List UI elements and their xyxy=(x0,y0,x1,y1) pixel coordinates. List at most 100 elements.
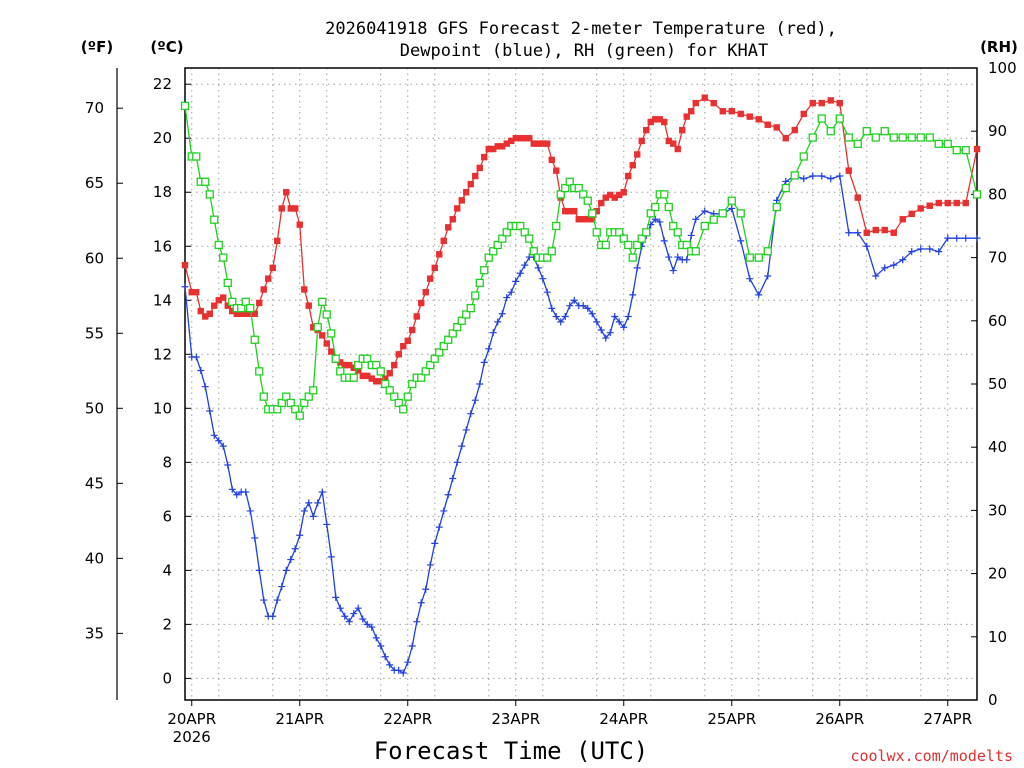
rh-point xyxy=(853,139,862,148)
dewpoint-point xyxy=(215,437,223,445)
temperature-point xyxy=(188,288,195,296)
celsius-unit-label: (ºC) xyxy=(150,38,183,56)
rh-point xyxy=(489,247,498,256)
dewpoint-point xyxy=(471,396,479,404)
rh-point xyxy=(601,240,610,250)
rh-point xyxy=(180,101,190,111)
temperature-point xyxy=(382,375,389,382)
temperature-point xyxy=(395,351,402,358)
dewpoint-point xyxy=(737,237,745,245)
rh-point xyxy=(651,202,660,212)
temperature-point xyxy=(341,361,348,369)
rh-point xyxy=(772,202,781,212)
dewpoint-point xyxy=(827,175,835,183)
temperature-point xyxy=(449,216,456,223)
temperature-point xyxy=(625,172,632,180)
rh-point xyxy=(255,367,264,376)
rh-line xyxy=(184,105,978,417)
dewpoint-point xyxy=(579,302,587,310)
dewpoint-point xyxy=(944,234,952,242)
rh-point xyxy=(529,247,538,256)
rh-point xyxy=(277,398,286,408)
temperature-point xyxy=(656,116,663,123)
temperature-point xyxy=(499,143,506,150)
temperature-point xyxy=(908,210,915,218)
temperature-point xyxy=(373,378,380,385)
rh-point xyxy=(363,354,372,363)
rh-point xyxy=(669,221,678,231)
temperature-point xyxy=(544,140,551,147)
rh-unit-label: (RH) xyxy=(980,38,1018,56)
rh-point xyxy=(457,316,466,325)
credit-link[interactable]: coolwx.com/modelts xyxy=(850,747,1013,765)
rh-point xyxy=(480,266,489,275)
dewpoint-point xyxy=(926,245,934,253)
temperature-point xyxy=(350,364,357,371)
chart-title-line-2: Dewpoint (blue), RH (green) for KHAT xyxy=(400,41,768,61)
temperature-point xyxy=(404,337,411,344)
dewpoint-point xyxy=(507,288,515,296)
rh-point xyxy=(318,297,327,306)
temperature-point xyxy=(197,307,204,315)
temperature-point xyxy=(431,264,438,272)
dewpoint-point xyxy=(512,277,520,285)
rh-point xyxy=(615,228,624,237)
temperature-point xyxy=(548,156,555,164)
temperature-point xyxy=(953,199,960,207)
dewpoint-point xyxy=(773,196,781,204)
dewpoint-point xyxy=(318,488,326,496)
temperature-point xyxy=(575,216,582,223)
temperature-point xyxy=(944,199,951,207)
fahrenheit-tick-label: 35 xyxy=(85,624,104,642)
dewpoint-point xyxy=(458,442,466,450)
temperature-point xyxy=(368,375,375,382)
temperature-point xyxy=(472,172,479,180)
plot-area-frame xyxy=(184,67,978,701)
dewpoint-point xyxy=(588,310,596,318)
temperature-point xyxy=(485,145,492,153)
rh-point xyxy=(390,392,399,401)
rh-tick-label: 80 xyxy=(988,185,1007,203)
temperature-point xyxy=(391,361,398,369)
dewpoint-point xyxy=(566,302,574,310)
data-series xyxy=(180,94,982,677)
temperature-point xyxy=(292,205,299,212)
temperature-point xyxy=(647,118,654,126)
rh-point xyxy=(376,367,385,376)
rh-point xyxy=(574,183,583,193)
dewpoint-point xyxy=(363,620,371,628)
temperature-point xyxy=(359,372,366,380)
celsius-tick-label: 16 xyxy=(153,237,172,255)
temperature-point xyxy=(773,124,780,131)
temperature-point xyxy=(634,151,641,158)
dewpoint-point xyxy=(584,304,592,312)
rh-point xyxy=(448,329,457,338)
celsius-tick-label: 14 xyxy=(153,291,172,309)
x-tick-year-label: 2026 xyxy=(173,728,211,746)
chart-title-line-1: 2026041918 GFS Forecast 2-meter Temperat… xyxy=(325,19,837,39)
rh-point xyxy=(871,133,880,142)
rh-tick-label: 70 xyxy=(988,249,1007,267)
temperature-point xyxy=(719,108,726,115)
temperature-point xyxy=(287,205,294,212)
rh-point xyxy=(637,234,646,243)
celsius-tick-label: 10 xyxy=(153,399,172,417)
celsius-tick-label: 8 xyxy=(162,453,172,471)
dewpoint-point xyxy=(467,410,475,418)
dewpoint-line xyxy=(184,175,977,674)
dewpoint-point xyxy=(485,345,493,353)
dewpoint-point xyxy=(431,539,439,547)
temperature-point xyxy=(607,191,614,199)
temperature-point xyxy=(521,135,528,142)
rh-point xyxy=(214,240,223,250)
dewpoint-point xyxy=(669,267,677,275)
dewpoint-point xyxy=(449,475,457,483)
grid-lines xyxy=(185,68,977,700)
rh-point xyxy=(556,190,565,199)
dewpoint-point xyxy=(620,323,628,331)
temperature-point xyxy=(809,99,816,107)
rh-point xyxy=(426,360,435,370)
temperature-point xyxy=(962,199,969,207)
rh-tick-label: 90 xyxy=(988,122,1007,140)
temperature-point xyxy=(638,137,645,145)
